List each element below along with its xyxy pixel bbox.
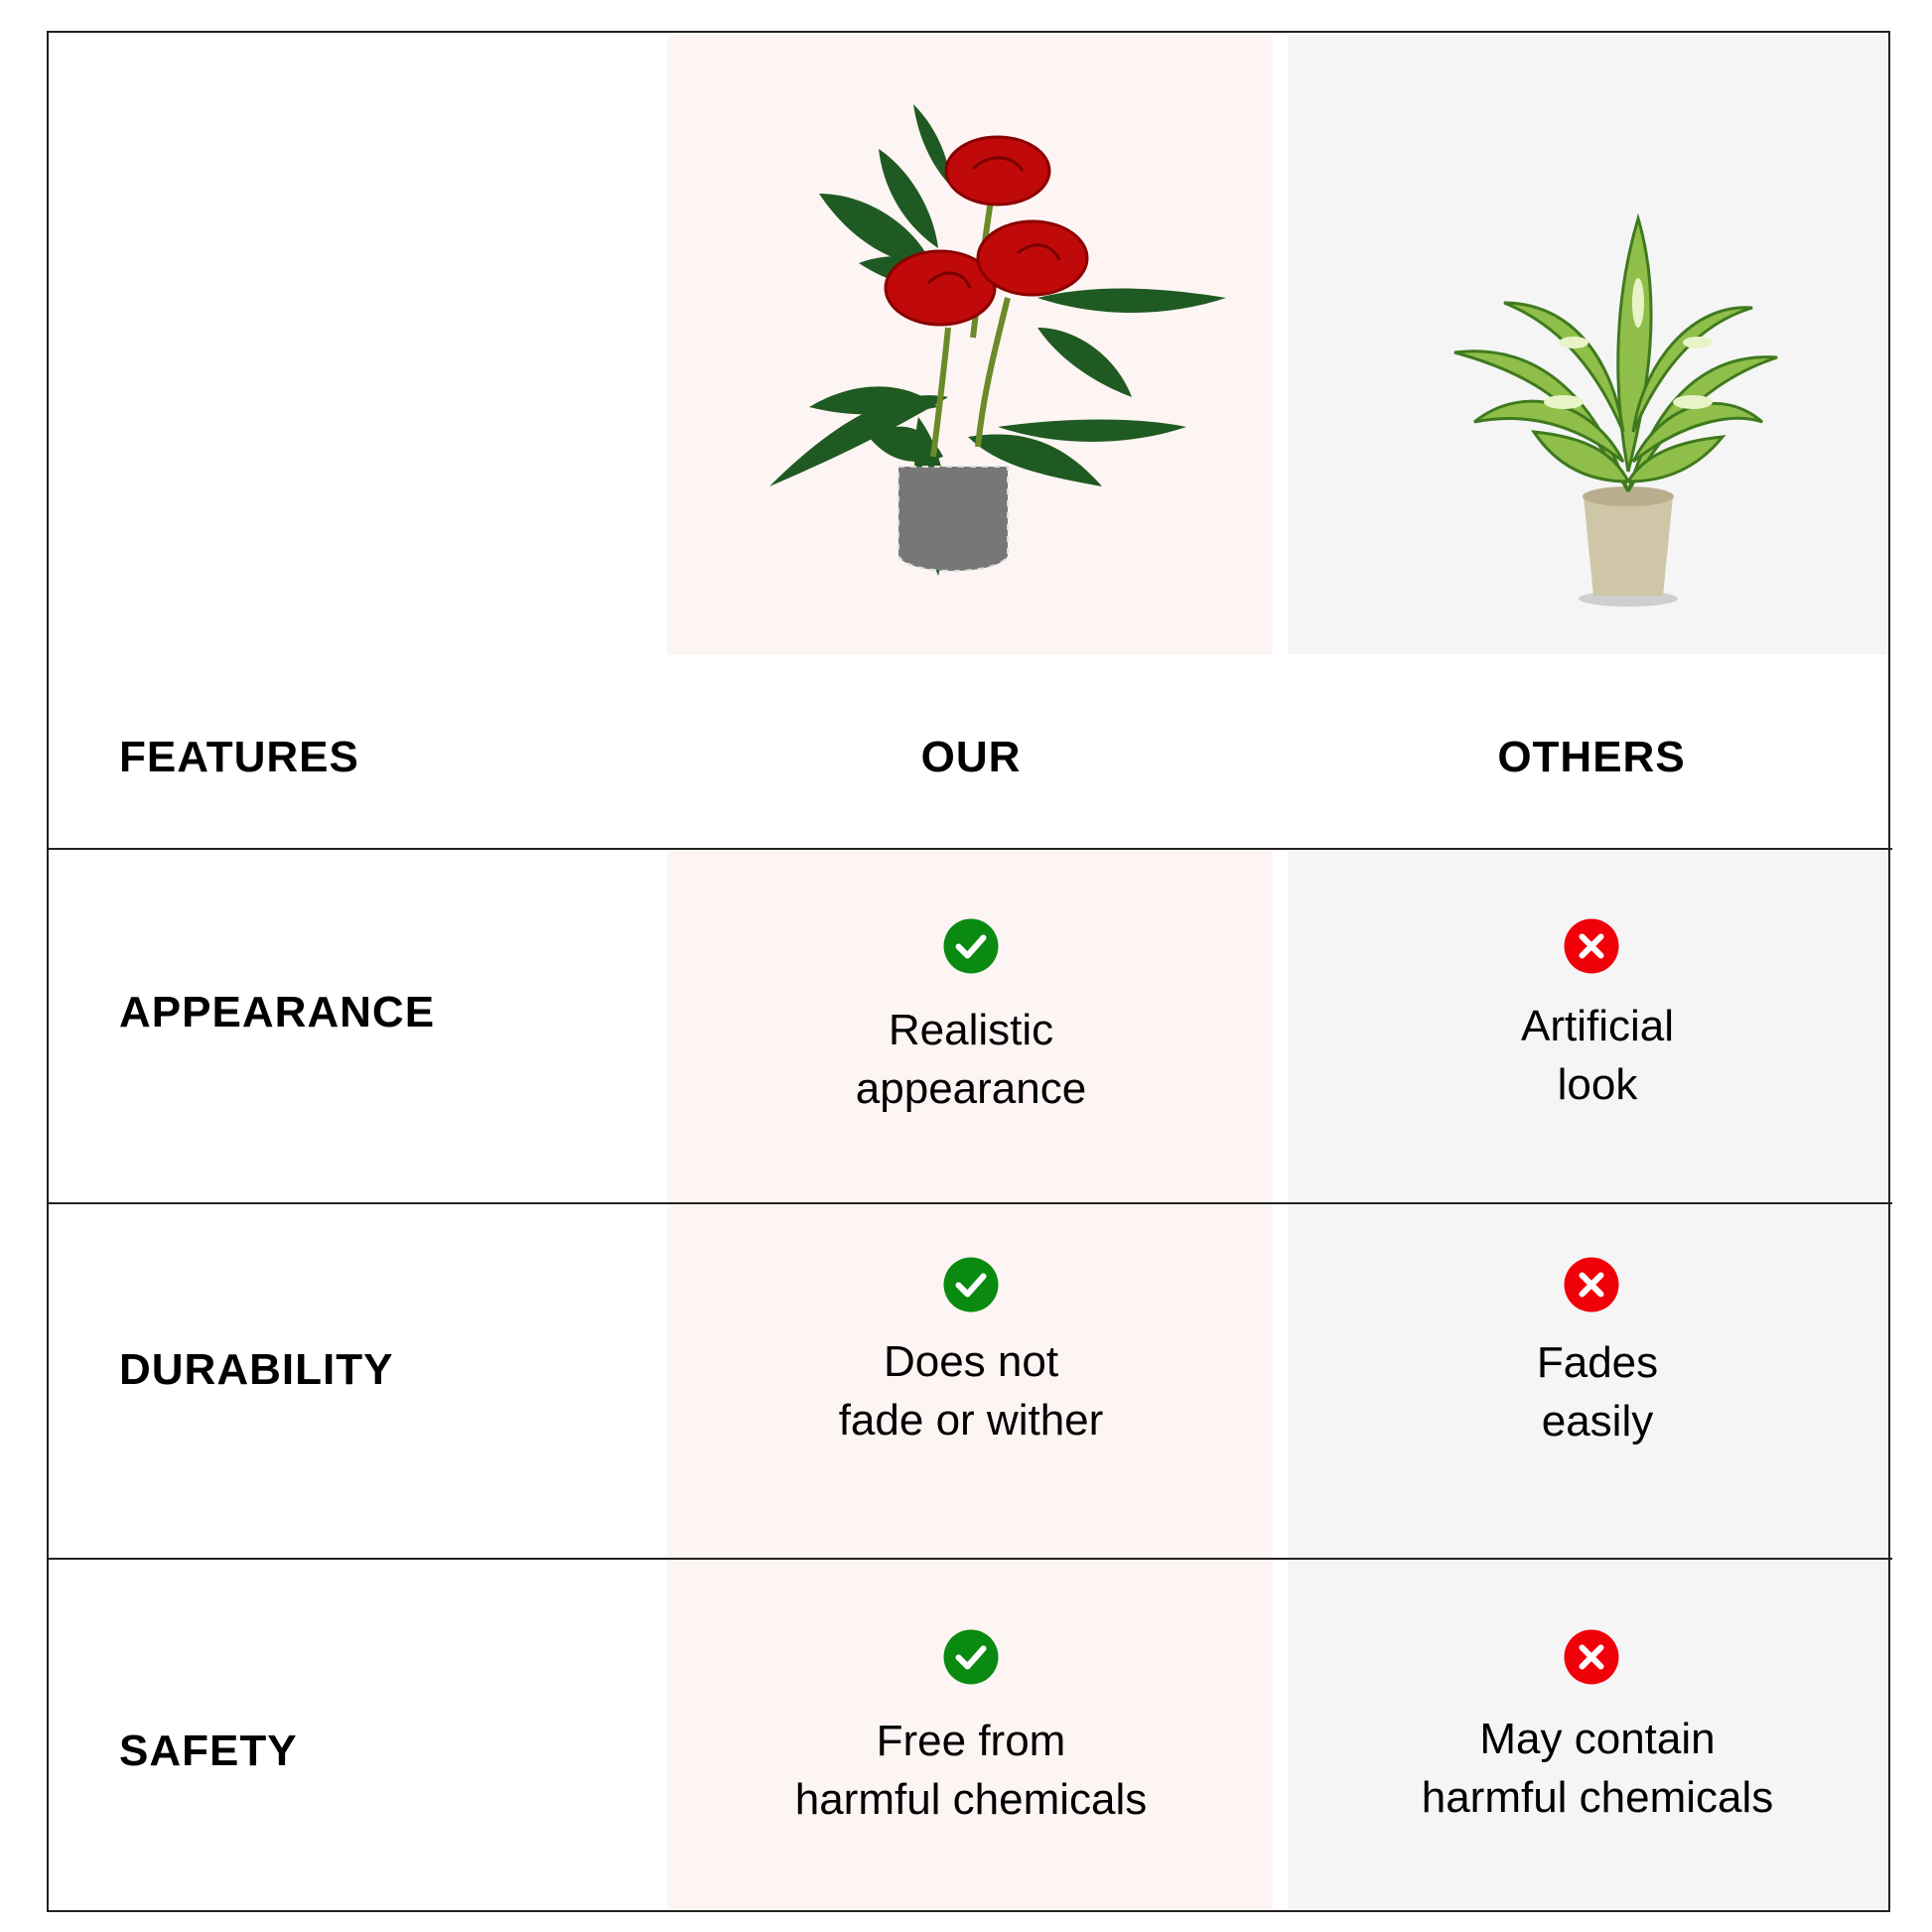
cross-icon: [1564, 918, 1619, 974]
feature-label-appearance: APPEARANCE: [119, 988, 436, 1036]
cross-icon: [1564, 1257, 1619, 1312]
feature-label-safety: SAFETY: [119, 1726, 298, 1775]
our-appearance-text: Realistic appearance: [855, 1006, 1087, 1113]
feature-label-durability: DURABILITY: [119, 1345, 394, 1394]
others-appearance-text: Artificial look: [1520, 1002, 1675, 1109]
our-column-bg: [667, 850, 1273, 1910]
cross-icon: [1564, 1629, 1619, 1685]
check-icon: [943, 1629, 999, 1685]
row-divider: [47, 1558, 1892, 1560]
others-column-bg: [1288, 850, 1890, 1910]
row-divider: [47, 1202, 1892, 1204]
others-safety-text: May contain harmful chemicals: [1421, 1715, 1774, 1822]
check-icon: [943, 1257, 999, 1312]
others-durability-text: Fades easily: [1536, 1338, 1659, 1446]
our-durability-text: Does not fade or wither: [838, 1337, 1104, 1445]
header-others: OTHERS: [1497, 733, 1686, 781]
others-product-image: [1453, 213, 1778, 607]
header-features: FEATURES: [119, 733, 359, 781]
row-divider: [47, 848, 1892, 850]
check-icon: [943, 918, 999, 974]
our-safety-text: Free from harmful chemicals: [794, 1717, 1148, 1824]
our-product-image: [769, 104, 1226, 576]
comparison-table-border: [47, 31, 1890, 1912]
header-our: OUR: [920, 733, 1022, 781]
